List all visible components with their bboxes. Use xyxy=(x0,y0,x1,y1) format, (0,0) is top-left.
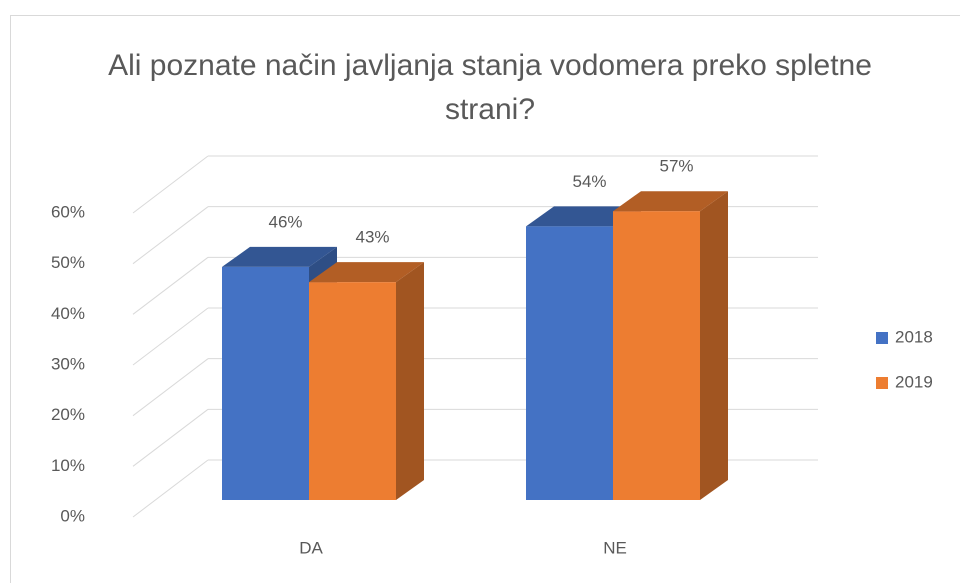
legend-swatch xyxy=(876,377,888,389)
y-tick-label: 10% xyxy=(51,456,85,475)
data-label: 57% xyxy=(659,157,693,176)
y-tick-label: 30% xyxy=(51,354,85,373)
chart-title: Ali poznate način javljanja stanja vodom… xyxy=(108,49,872,126)
grid-line-side xyxy=(132,206,209,265)
grid-line-side xyxy=(132,155,209,214)
bar-top xyxy=(613,191,728,212)
y-tick-label: 50% xyxy=(51,253,85,272)
bar xyxy=(222,266,309,500)
bar-side xyxy=(700,191,728,500)
bar-top xyxy=(309,262,424,283)
chart-border xyxy=(10,15,960,583)
grid-line-side xyxy=(132,256,209,315)
bar-side xyxy=(396,262,424,500)
x-tick-label: DA xyxy=(299,538,323,557)
legend-swatch xyxy=(876,332,888,344)
y-tick-label: 0% xyxy=(60,506,85,525)
bar xyxy=(613,211,700,500)
bar-top xyxy=(526,206,641,227)
grid-line-side xyxy=(132,307,209,366)
data-label: 54% xyxy=(572,172,606,191)
legend-label: 2018 xyxy=(895,327,933,346)
y-tick-label: 60% xyxy=(51,202,85,221)
bar-top xyxy=(222,246,337,267)
grid-line-side xyxy=(132,408,209,467)
data-label: 46% xyxy=(268,212,302,231)
y-tick-label: 40% xyxy=(51,304,85,323)
bar xyxy=(526,226,613,500)
data-label: 43% xyxy=(355,228,389,247)
bar xyxy=(309,282,396,500)
x-tick-label: NE xyxy=(603,538,627,557)
grid-line-side xyxy=(132,358,209,417)
grid-line-side xyxy=(132,459,209,518)
y-tick-label: 20% xyxy=(51,405,85,424)
legend-label: 2019 xyxy=(895,372,933,391)
